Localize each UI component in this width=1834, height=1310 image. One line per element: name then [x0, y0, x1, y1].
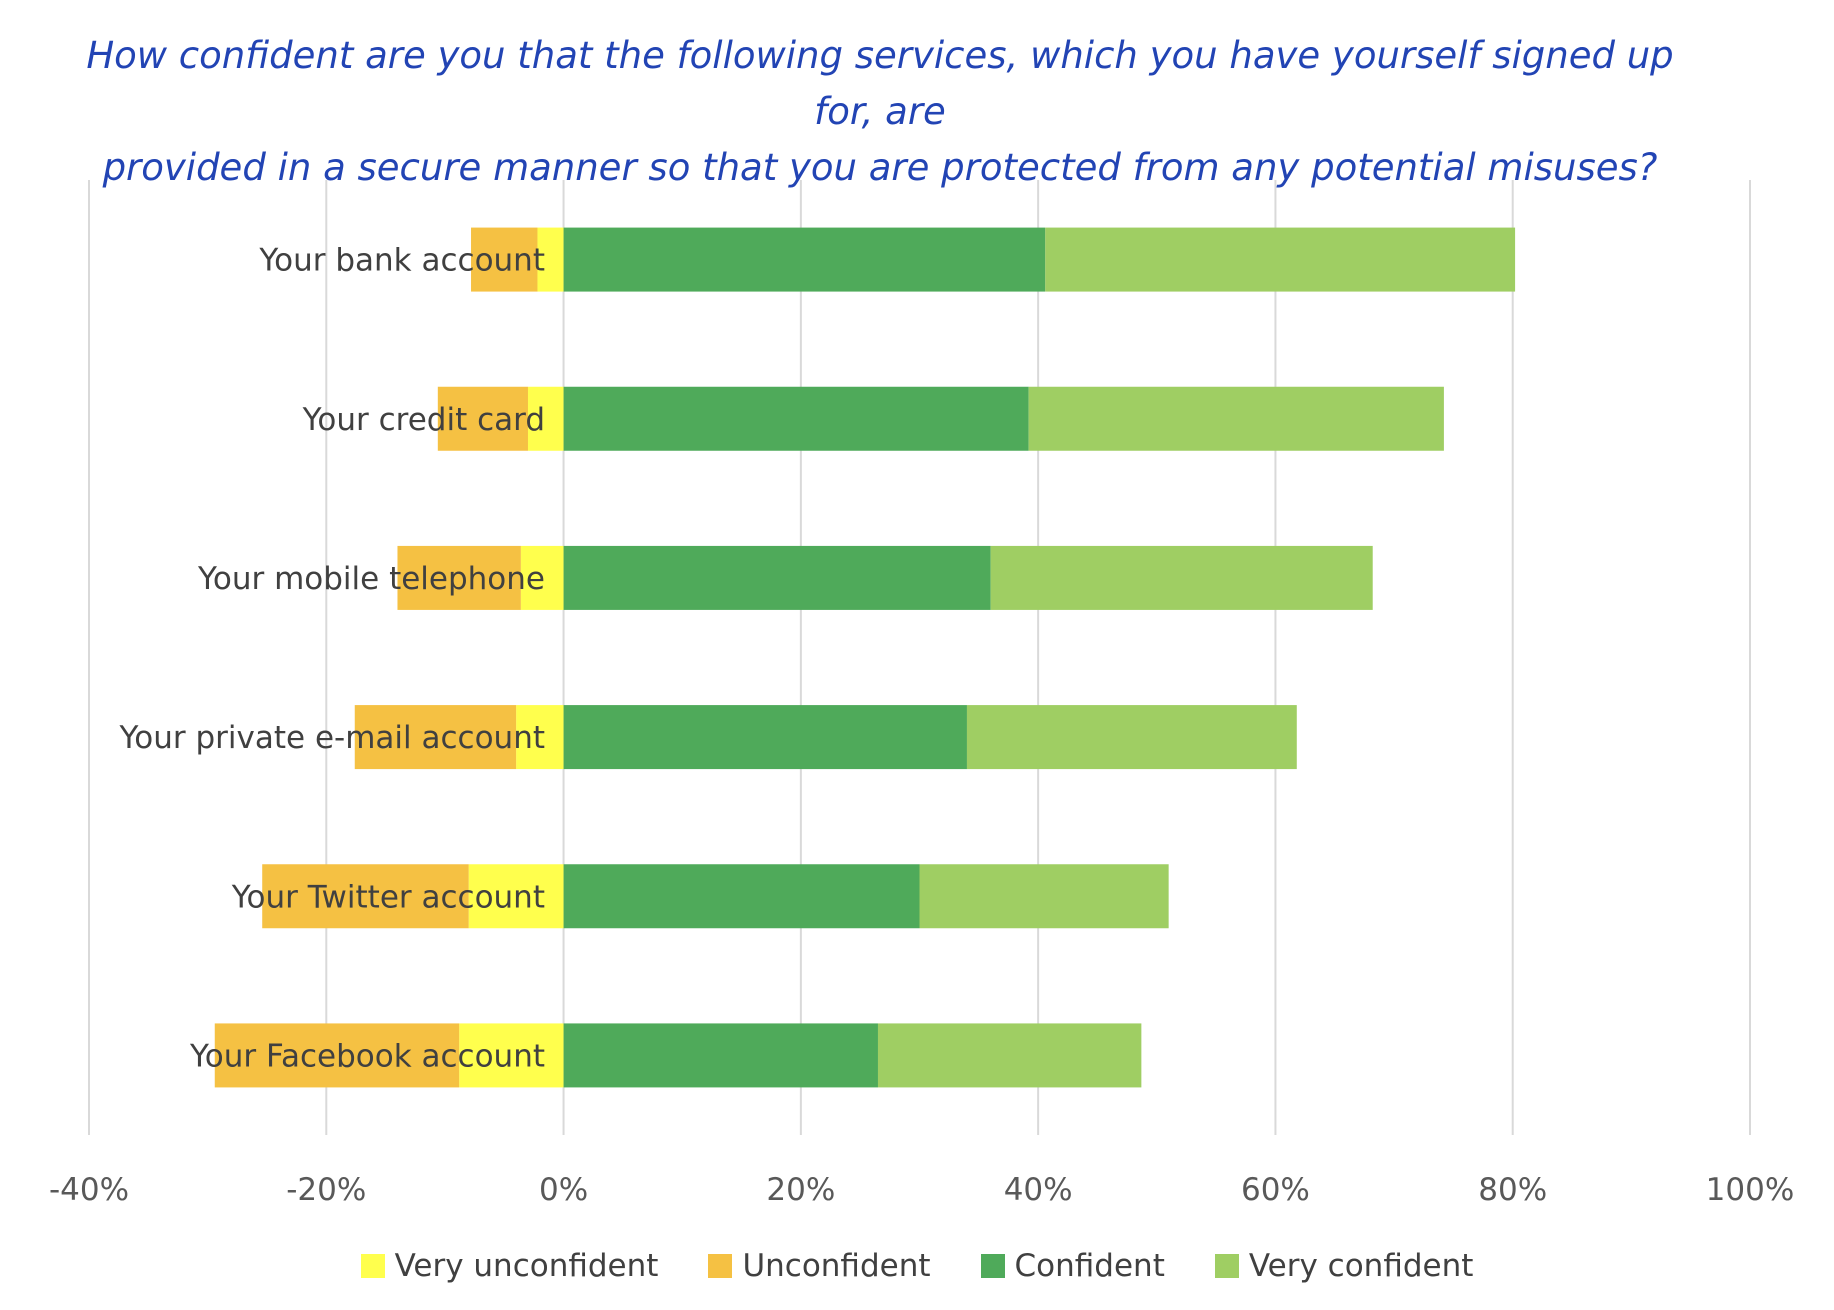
category-label-layer: Your bank account Your credit card Your mo…: [118, 243, 545, 1075]
bar-segment: [471, 227, 538, 292]
legend-item: Very confident: [1214, 1248, 1474, 1284]
bar-segment: [1028, 386, 1444, 451]
grid-layer: [88, 180, 1751, 1135]
legend-label: Very confident: [1248, 1248, 1474, 1284]
legend: Very unconfident Unconfident Confident Very…: [0, 1248, 1834, 1284]
legend-label: Very unconfident: [394, 1248, 659, 1284]
category-label: Your Twitter account: [231, 879, 545, 915]
bar-segment: [516, 705, 564, 770]
bar-segment: [397, 545, 521, 610]
legend-swatch: [360, 1254, 385, 1278]
x-tick-label: 0%: [539, 1172, 588, 1208]
bar-segment: [966, 705, 1297, 770]
category-label: Your credit card: [302, 402, 545, 438]
x-tick-layer: -40% -20% 0% 20% 40% 60% 80% 100%: [49, 1172, 1794, 1208]
legend-label: Unconfident: [742, 1248, 931, 1284]
x-tick-label: 100%: [1706, 1172, 1795, 1208]
bar-segment: [563, 386, 1029, 451]
bar-segment: [468, 864, 564, 929]
chart-title-line-1: How confident are you that the following…: [86, 34, 1674, 133]
category-label: Your bank account: [258, 243, 545, 279]
legend-item: Very unconfident: [360, 1248, 659, 1284]
category-label: Your mobile telephone: [197, 561, 545, 597]
bar-segment: [214, 1023, 460, 1088]
bar-segment: [563, 545, 991, 610]
bar-segment: [537, 227, 564, 292]
bar-segment: [563, 1023, 878, 1088]
chart-title: How confident are you that the following…: [60, 28, 1700, 196]
x-tick-label: 60%: [1241, 1172, 1310, 1208]
category-label: Your Facebook account: [189, 1038, 545, 1074]
chart-title-line-2: provided in a secure manner so that you …: [102, 146, 1658, 189]
x-tick-label: 80%: [1478, 1172, 1547, 1208]
plot-area: Your bank account Your credit card Your mo…: [49, 180, 1794, 1208]
x-tick-label: -20%: [286, 1172, 366, 1208]
x-tick-label: -40%: [49, 1172, 129, 1208]
bar-segment: [563, 705, 967, 770]
bar-layer: [214, 227, 1516, 1088]
bar-segment: [262, 864, 469, 929]
legend-swatch: [980, 1254, 1005, 1278]
bar-segment: [1045, 227, 1516, 292]
legend-label: Confident: [1014, 1248, 1165, 1284]
legend-swatch: [1214, 1254, 1239, 1278]
bar-segment: [877, 1023, 1142, 1088]
bar-segment: [437, 386, 528, 451]
bar-segment: [520, 545, 564, 610]
bar-segment: [563, 227, 1046, 292]
x-tick-label: 40%: [1004, 1172, 1073, 1208]
legend-swatch: [708, 1254, 733, 1278]
legend-item: Unconfident: [708, 1248, 931, 1284]
bar-segment: [919, 864, 1169, 929]
legend-item: Confident: [980, 1248, 1165, 1284]
bar-segment: [459, 1023, 564, 1088]
category-label: Your private e-mail account: [118, 720, 545, 756]
bar-segment: [354, 705, 517, 770]
bar-segment: [563, 864, 920, 929]
bar-segment: [990, 545, 1373, 610]
x-tick-label: 20%: [766, 1172, 835, 1208]
bar-segment: [527, 386, 564, 451]
